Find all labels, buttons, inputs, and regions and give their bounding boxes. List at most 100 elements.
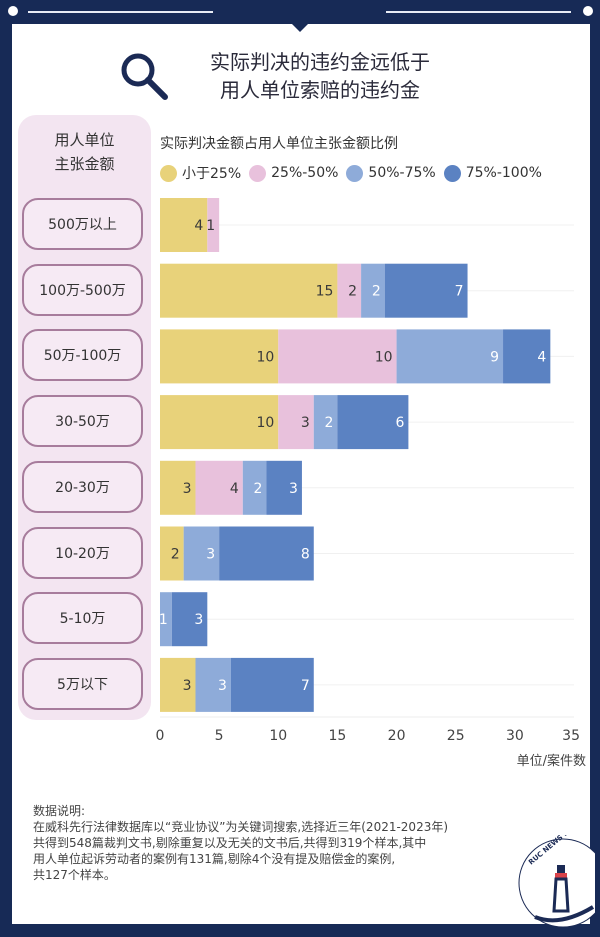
page-title: 实际判决的违约金远低于 用人单位索赔的违约金	[180, 48, 460, 104]
bar-segment	[160, 657, 196, 712]
data-label: 2	[171, 547, 180, 563]
bar-segment	[278, 329, 397, 384]
bar-segment	[160, 395, 279, 450]
legend-label: 25%-50%	[271, 165, 339, 181]
x-tick-label: 35	[562, 728, 580, 744]
decor-dot-left	[8, 6, 18, 16]
bar-segment	[160, 263, 338, 318]
bar-segment	[160, 460, 196, 515]
bar-segment	[195, 657, 231, 712]
bar-segment	[337, 395, 409, 450]
bar-segment	[361, 263, 385, 318]
data-label: 8	[301, 547, 310, 563]
legend-swatch	[249, 164, 267, 182]
data-note: 数据说明: 在威科先行法律数据库以“竞业协议”为关键词搜索,选择近三年(2021…	[33, 803, 448, 883]
legend-item: 75%-100%	[443, 164, 542, 182]
bar-segment	[266, 460, 302, 515]
magnifier-icon	[121, 53, 168, 100]
category-label: 50万-100万	[22, 329, 143, 382]
stacked-bar-chart: 4 115 2 2 710 10 9 410 3 2 63 4 2 32 3 81 33 3 70 5 10 15 20 25…	[156, 198, 586, 769]
data-label: 3	[218, 678, 227, 694]
bar-segment	[160, 329, 279, 384]
x-axis-label: 单位/案件数	[517, 754, 586, 769]
data-label: 10	[256, 415, 274, 431]
lighthouse-logo: RUC NEWS STUDIO	[518, 835, 595, 928]
legend-label: 75%-100%	[465, 165, 542, 181]
data-label: 15	[316, 284, 334, 300]
x-tick-label: 30	[506, 728, 524, 744]
note-line: 共得到548篇裁判文书,剔除重复以及无关的文书后,共得到319个样本,其中	[33, 836, 427, 850]
bar-segment	[313, 395, 338, 450]
data-label: 3	[301, 415, 310, 431]
category-label: 5-10万	[22, 592, 143, 645]
x-tick-label: 15	[329, 728, 347, 744]
bar-segment	[503, 329, 551, 384]
bar-segment	[278, 395, 314, 450]
decor-dot-right	[583, 6, 593, 16]
bar-segment	[183, 526, 220, 581]
x-tick-label: 0	[156, 728, 165, 744]
note-line: 用人单位起诉劳动者的案例有131篇,剔除4个没有提及赔偿金的案例,	[33, 852, 396, 866]
data-label: 3	[289, 481, 298, 497]
category-label: 100万-500万	[22, 263, 143, 316]
legend-swatch	[346, 164, 364, 182]
data-label: 10	[375, 349, 393, 365]
data-label: 7	[455, 284, 464, 300]
category-label: 20-30万	[22, 460, 143, 513]
chart-title: 实际判决金额占用人单位主张金额比例	[160, 136, 398, 152]
bar-segment	[160, 526, 184, 581]
category-label: 500万以上	[22, 198, 143, 250]
bar-segment	[384, 263, 468, 318]
legend-item: 25%-50%	[249, 164, 339, 182]
data-label: 1	[206, 218, 215, 234]
data-label: 4	[194, 218, 203, 234]
decor-notch	[292, 24, 308, 32]
data-label: 9	[490, 349, 499, 365]
bar-segment	[160, 592, 172, 647]
data-label: 3	[194, 612, 203, 628]
bar-segment	[337, 263, 362, 318]
category-header-line-1: 用人单位	[54, 131, 115, 149]
category-header: 用人单位 主张金额	[18, 128, 151, 176]
bar-segment	[242, 460, 267, 515]
data-label: 3	[183, 481, 192, 497]
note-line: 共127个样本。	[33, 868, 116, 882]
category-label: 30-50万	[22, 395, 143, 448]
legend-item: 小于25%	[160, 163, 241, 183]
x-tick-label: 10	[269, 728, 287, 744]
data-label: 3	[206, 547, 215, 563]
bar-segment	[230, 657, 314, 712]
bar-segment	[207, 198, 220, 252]
data-label: 2	[254, 481, 263, 497]
x-tick-label: 20	[388, 728, 406, 744]
bar-segment	[171, 592, 208, 647]
legend-label: 小于25%	[182, 166, 242, 182]
data-label: 4	[537, 349, 546, 365]
data-label: 1	[159, 612, 168, 628]
data-label: 4	[230, 481, 239, 497]
bar-segment	[160, 198, 208, 252]
x-tick-label: 25	[447, 728, 465, 744]
data-label: 2	[348, 284, 357, 300]
data-label: 3	[183, 678, 192, 694]
data-label: 10	[256, 349, 274, 365]
category-label: 5万以下	[22, 657, 143, 710]
legend: 小于25% 25%-50% 50%-75% 75%-100%	[160, 163, 542, 183]
category-label: 10-20万	[22, 526, 143, 579]
legend-item: 50%-75%	[346, 164, 436, 182]
data-label: 6	[395, 415, 404, 431]
decor-line-right	[386, 11, 571, 13]
legend-label: 50%-75%	[368, 165, 436, 181]
data-label: 7	[301, 678, 310, 694]
note-heading: 数据说明:	[33, 804, 86, 818]
decor-line-left	[28, 11, 213, 13]
note-line: 在威科先行法律数据库以“竞业协议”为关键词搜索,选择近三年(2021-2023年…	[33, 820, 449, 834]
x-tick-label: 5	[215, 728, 224, 744]
bar-segment	[219, 526, 314, 581]
legend-swatch	[443, 164, 461, 182]
category-header-line-2: 主张金额	[54, 155, 115, 173]
bar-segment	[396, 329, 504, 384]
data-label: 2	[372, 284, 381, 300]
bar-segment	[195, 460, 243, 515]
title-line-1: 实际判决的违约金远低于	[210, 50, 430, 74]
